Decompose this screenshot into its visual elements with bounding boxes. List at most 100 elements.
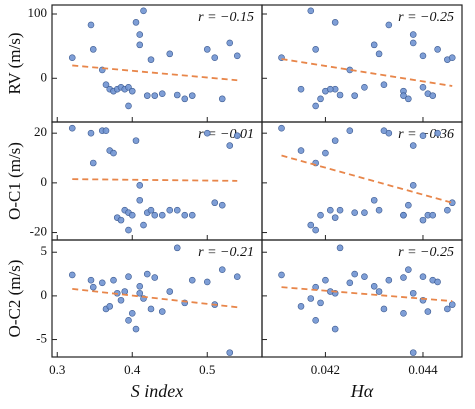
point bbox=[409, 39, 417, 47]
point bbox=[68, 271, 76, 279]
point bbox=[188, 92, 196, 99]
point bbox=[218, 266, 226, 273]
point bbox=[125, 226, 132, 234]
point bbox=[102, 81, 110, 89]
point bbox=[361, 209, 368, 216]
point bbox=[331, 19, 339, 26]
point bbox=[307, 7, 315, 15]
point bbox=[331, 214, 339, 221]
point bbox=[444, 206, 451, 214]
point bbox=[380, 81, 388, 89]
point bbox=[370, 282, 378, 290]
point bbox=[128, 87, 136, 95]
point bbox=[89, 46, 97, 53]
y-axis-label: RV (m/s) bbox=[5, 32, 24, 94]
point bbox=[181, 95, 189, 103]
point bbox=[370, 41, 378, 49]
point bbox=[429, 211, 437, 219]
point bbox=[218, 95, 226, 103]
point bbox=[98, 279, 106, 287]
point bbox=[136, 41, 144, 49]
point bbox=[419, 52, 427, 60]
annotation: r = −0.21 bbox=[198, 245, 254, 260]
point bbox=[211, 199, 219, 207]
point bbox=[136, 196, 144, 204]
point bbox=[136, 31, 144, 38]
point bbox=[297, 147, 305, 154]
point bbox=[226, 39, 234, 47]
point bbox=[331, 137, 339, 144]
trend-line bbox=[72, 178, 238, 182]
point bbox=[326, 85, 334, 93]
y-tick-label: -5 bbox=[36, 331, 47, 346]
y-tick-label: 20 bbox=[34, 124, 47, 139]
point bbox=[336, 206, 344, 214]
point bbox=[188, 211, 196, 219]
point bbox=[448, 301, 456, 308]
point bbox=[409, 31, 417, 38]
x-tick-label: 0.044 bbox=[408, 362, 438, 377]
point bbox=[419, 216, 427, 224]
point bbox=[317, 299, 324, 307]
y-axis-label: O-C2 (m/s) bbox=[5, 260, 24, 338]
y-tick-label: 5 bbox=[41, 243, 48, 258]
point bbox=[203, 278, 211, 286]
point bbox=[380, 305, 388, 313]
point bbox=[444, 305, 451, 313]
point bbox=[158, 211, 166, 219]
point bbox=[203, 46, 211, 53]
point bbox=[385, 21, 393, 29]
point bbox=[125, 102, 132, 110]
point bbox=[351, 270, 358, 278]
point bbox=[125, 317, 132, 324]
point bbox=[297, 303, 305, 310]
point bbox=[166, 50, 174, 58]
point bbox=[132, 325, 140, 333]
point bbox=[380, 127, 388, 134]
point bbox=[218, 201, 226, 209]
point bbox=[317, 95, 324, 103]
point bbox=[117, 296, 125, 304]
point bbox=[89, 283, 97, 291]
x-axis-label: S index bbox=[131, 381, 183, 401]
point bbox=[322, 149, 329, 157]
point bbox=[419, 132, 427, 139]
point bbox=[147, 206, 155, 214]
point bbox=[448, 54, 456, 62]
point bbox=[434, 129, 441, 137]
trend-line bbox=[72, 288, 238, 309]
point bbox=[312, 102, 319, 110]
point bbox=[307, 295, 315, 302]
point bbox=[136, 282, 144, 290]
x-tick-label: 0.3 bbox=[49, 362, 65, 377]
point bbox=[173, 91, 181, 99]
point bbox=[312, 317, 319, 324]
point bbox=[203, 129, 211, 137]
point bbox=[143, 270, 151, 278]
point bbox=[226, 142, 234, 149]
x-axis-label: Hα bbox=[350, 381, 374, 401]
point bbox=[331, 325, 339, 333]
point bbox=[68, 54, 76, 62]
point bbox=[211, 54, 219, 62]
point bbox=[351, 209, 358, 216]
point bbox=[409, 349, 417, 356]
trend-line bbox=[281, 58, 453, 87]
point bbox=[68, 124, 76, 132]
point bbox=[322, 276, 329, 284]
point bbox=[147, 56, 155, 63]
point bbox=[336, 91, 344, 99]
trend-line bbox=[72, 64, 238, 82]
annotation: r = −0.15 bbox=[198, 10, 254, 25]
point bbox=[409, 289, 417, 297]
x-tick-label: 0.5 bbox=[199, 362, 215, 377]
x-tick-label: 0.4 bbox=[124, 362, 141, 377]
point bbox=[128, 211, 136, 219]
y-tick-label: -20 bbox=[30, 224, 47, 239]
point bbox=[140, 221, 147, 229]
point bbox=[409, 182, 417, 189]
point bbox=[233, 132, 241, 139]
point bbox=[361, 273, 368, 280]
y-tick-label: 0 bbox=[41, 287, 48, 302]
point bbox=[346, 127, 354, 134]
